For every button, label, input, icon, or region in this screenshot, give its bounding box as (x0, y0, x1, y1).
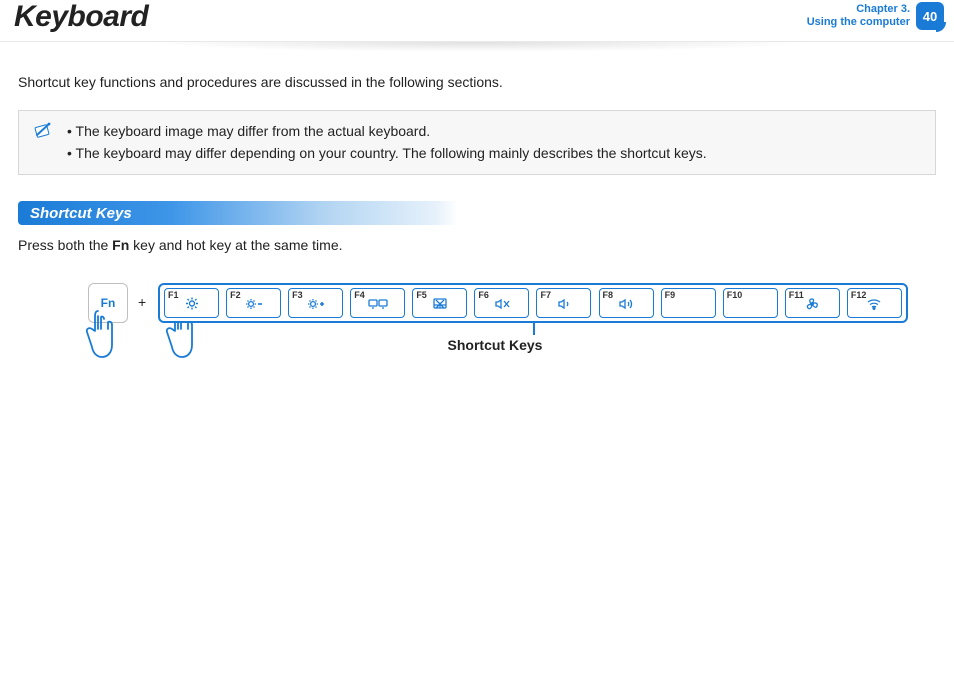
touchpad-off-icon (432, 297, 448, 315)
brightness-down-icon (245, 297, 263, 315)
fkey-f2: F2 (226, 288, 281, 318)
fkey-f9: F9 (661, 288, 716, 318)
fan-icon (805, 297, 819, 315)
fkey-f8: F8 (599, 288, 654, 318)
fkey-f11: F11 (785, 288, 840, 318)
note-item: The keyboard image may differ from the a… (67, 121, 921, 143)
brightness-up-icon (307, 297, 325, 315)
fkey-f10: F10 (723, 288, 778, 318)
note-item: The keyboard may differ depending on you… (67, 143, 921, 165)
mute-icon (494, 297, 510, 315)
settings-icon (184, 296, 200, 315)
chapter-label: Chapter 3. Using the computer (807, 3, 910, 29)
note-list: The keyboard image may differ from the a… (67, 121, 921, 164)
volume-down-icon (557, 297, 571, 315)
page-title: Keyboard (14, 0, 148, 34)
fkey-f12: F12 (847, 288, 902, 318)
page-number-badge: 40 (916, 2, 944, 30)
function-key-row: F1 F2 F3 F4 F5 F6 F7 F8 F9 F10 F11 F12 (158, 283, 908, 323)
fkey-f7: F7 (536, 288, 591, 318)
fkey-f3: F3 (288, 288, 343, 318)
display-switch-icon (368, 297, 388, 315)
note-box: The keyboard image may differ from the a… (18, 110, 936, 175)
wifi-icon (866, 297, 882, 315)
fkey-f1: F1 (164, 288, 219, 318)
fkey-f4: F4 (350, 288, 405, 318)
press-instruction: Press both the Fn key and hot key at the… (18, 237, 936, 253)
shortcut-diagram: Fn + F1 F2 F3 (58, 283, 936, 403)
diagram-caption: Shortcut Keys (18, 337, 954, 353)
page-header: Keyboard Chapter 3. Using the computer 4… (0, 0, 954, 42)
header-shadow (0, 42, 954, 56)
plus-sign: + (138, 294, 146, 310)
chapter-block: Chapter 3. Using the computer 40 (807, 2, 944, 30)
fkey-f5: F5 (412, 288, 467, 318)
volume-up-icon (618, 297, 634, 315)
pointer-line (533, 323, 535, 335)
note-icon (33, 121, 53, 141)
fkey-f6: F6 (474, 288, 529, 318)
section-heading: Shortcut Keys (18, 201, 458, 225)
intro-text: Shortcut key functions and procedures ar… (18, 74, 936, 90)
